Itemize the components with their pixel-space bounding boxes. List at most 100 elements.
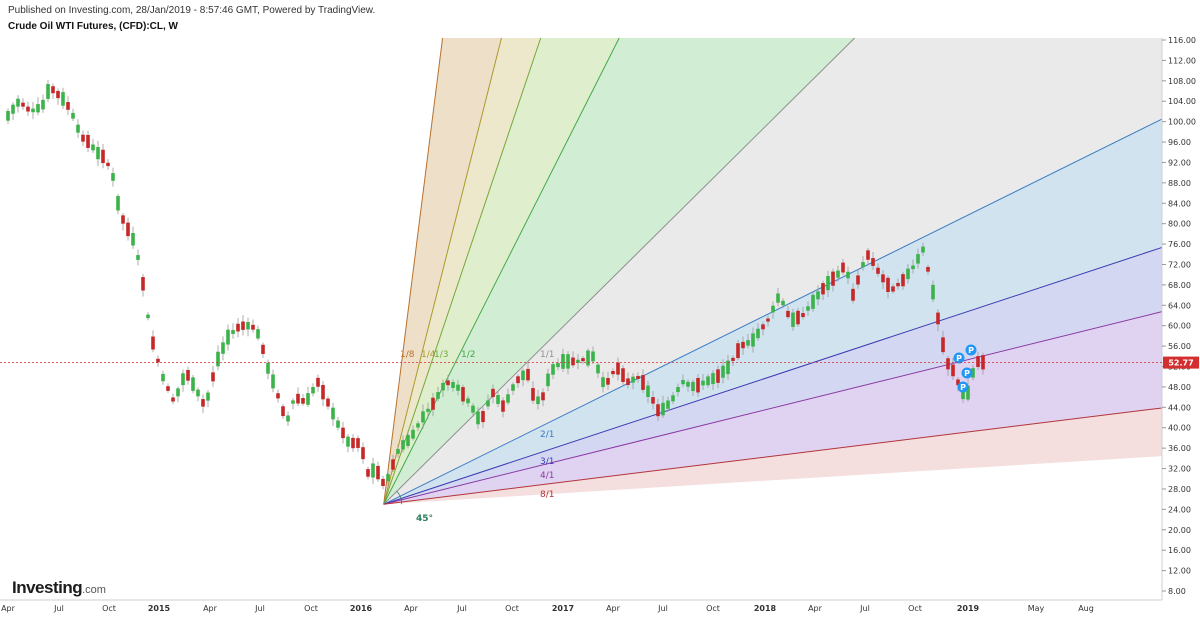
candle <box>911 265 915 270</box>
x-tick-label: Oct <box>908 604 922 613</box>
candle <box>861 262 865 268</box>
candle <box>351 437 355 449</box>
fan-line-1-1 <box>383 37 856 505</box>
candle <box>111 173 115 181</box>
candle <box>951 364 955 377</box>
y-tick-label: 48.00 <box>1168 383 1191 392</box>
candle <box>846 271 850 279</box>
x-tick-label: Oct <box>706 604 720 613</box>
fan-line-1-8 <box>383 37 444 505</box>
candle <box>231 330 235 334</box>
x-tick-label: Apr <box>203 604 218 613</box>
last-price: 52.77 <box>0 356 1199 369</box>
candle <box>296 393 300 404</box>
candle <box>256 329 260 339</box>
candle <box>666 400 670 409</box>
candle <box>186 370 190 381</box>
candle <box>221 342 225 354</box>
candle <box>756 328 760 339</box>
candle <box>571 357 575 366</box>
candle <box>511 384 515 391</box>
candle <box>301 398 305 404</box>
fan-label-1-2: 1/2 <box>461 350 475 360</box>
candle <box>466 398 470 404</box>
candle <box>406 434 410 446</box>
candle <box>451 382 455 388</box>
candle <box>636 375 640 379</box>
y-tick-label: 24.00 <box>1168 505 1191 514</box>
candle <box>936 312 940 325</box>
y-tick-label: 96.00 <box>1168 138 1191 147</box>
candle <box>366 469 370 477</box>
candle <box>586 350 590 366</box>
candle <box>621 368 625 382</box>
candle <box>561 354 565 369</box>
candle <box>726 360 730 375</box>
angle-label: 45° <box>416 514 433 524</box>
x-tick-label: Jul <box>456 604 467 613</box>
candle <box>101 149 105 164</box>
fan-label-1-4: 1/4 <box>421 350 436 360</box>
candle <box>811 294 815 309</box>
candle <box>796 310 800 325</box>
p-marker-label: P <box>968 346 974 355</box>
candle <box>431 397 435 410</box>
p-marker <box>953 352 965 364</box>
fan-line-4-1 <box>383 311 1163 505</box>
x-tick-label: May <box>1028 604 1045 613</box>
candle <box>51 86 55 94</box>
x-tick-label: Jul <box>657 604 668 613</box>
candle <box>411 429 415 439</box>
logo-brand: Investing <box>12 578 83 597</box>
candle <box>616 362 620 375</box>
candle <box>36 104 40 113</box>
candle <box>291 400 295 404</box>
x-tick-label: Aug <box>1078 604 1094 613</box>
candle <box>181 373 185 386</box>
candle <box>486 400 490 407</box>
candle <box>76 124 80 133</box>
y-tick-label: 84.00 <box>1168 199 1191 208</box>
candle <box>946 358 950 370</box>
y-tick-label: 32.00 <box>1168 465 1191 474</box>
candle <box>121 215 125 224</box>
y-tick-label: 112.00 <box>1168 56 1196 65</box>
fan-fill-1-1 <box>383 38 1162 505</box>
candle <box>601 377 605 388</box>
candle <box>941 337 945 353</box>
p-marker-label: P <box>956 354 962 363</box>
fan-label-8-1: 8/1 <box>540 490 554 500</box>
candle <box>146 314 150 319</box>
candle <box>751 333 755 347</box>
candle <box>456 384 460 391</box>
candle <box>271 374 275 389</box>
y-tick-label: 64.00 <box>1168 301 1191 310</box>
candle <box>321 384 325 400</box>
candle <box>11 104 15 114</box>
candle <box>696 377 700 393</box>
candle <box>611 370 615 375</box>
candle <box>86 134 90 148</box>
candle <box>736 343 740 359</box>
y-tick-label: 100.00 <box>1168 118 1196 127</box>
candle <box>311 387 315 394</box>
candle <box>446 380 450 386</box>
fan-label-2-1: 2/1 <box>540 430 554 440</box>
candle <box>356 438 360 448</box>
candle <box>901 274 905 287</box>
y-tick-label: 108.00 <box>1168 77 1196 86</box>
candle <box>211 372 215 382</box>
candle <box>891 286 895 292</box>
candle <box>646 385 650 397</box>
candle <box>131 232 135 246</box>
p-marker <box>961 367 973 379</box>
candle <box>496 395 500 404</box>
candle <box>386 474 390 482</box>
x-tick-label: 2015 <box>148 604 171 613</box>
candle <box>266 362 270 374</box>
candle <box>881 274 885 283</box>
x-tick-label: Apr <box>808 604 823 613</box>
candle <box>161 373 165 382</box>
symbol-title: Crude Oil WTI Futures, (CFD):CL, W <box>8 21 178 32</box>
